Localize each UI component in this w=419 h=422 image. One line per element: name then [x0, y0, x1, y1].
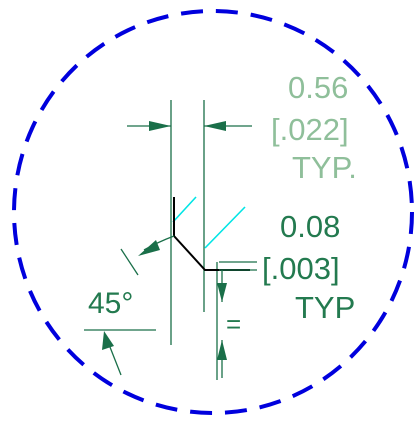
hatch-line-2 — [204, 206, 246, 249]
angle-arrowhead — [138, 240, 160, 256]
dim-step-alt-value: [.003] — [262, 251, 340, 286]
dim-arrowhead-right — [204, 121, 226, 131]
step-arrowhead-top — [217, 283, 227, 302]
leader-line — [107, 341, 122, 376]
angle-label: 45° — [88, 287, 134, 320]
dim-top-note: TYP. — [292, 150, 357, 185]
dim-step-note: TYP — [295, 290, 356, 325]
dim-step-value: 0.08 — [280, 209, 341, 244]
dim-arrowhead-left — [149, 121, 171, 131]
detail-boundary-circle — [12, 9, 414, 415]
hatch-line-1 — [172, 196, 197, 223]
equal-mark: = — [226, 309, 242, 339]
leader-arrowhead — [102, 331, 114, 350]
step-arrowhead-bottom — [217, 340, 227, 360]
dim-top-value: 0.56 — [288, 70, 349, 105]
angle-extension-line — [120, 248, 139, 276]
dim-top-alt-value: [.022] — [271, 112, 349, 147]
